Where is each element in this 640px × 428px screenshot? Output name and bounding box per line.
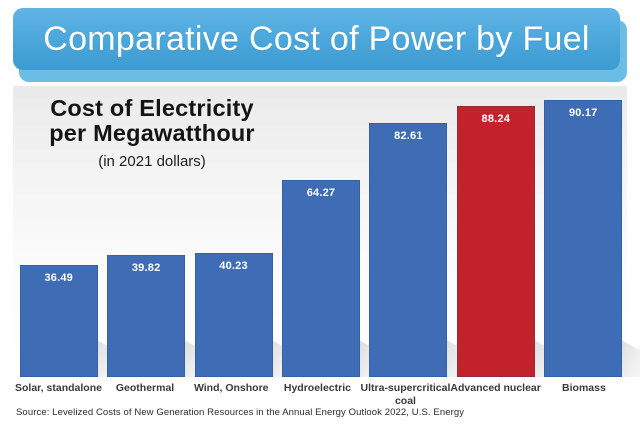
bar-column-5: 88.24 <box>452 100 602 377</box>
bar-value-label: 40.23 <box>219 260 248 273</box>
chart-title-line1: Cost of Electricity <box>50 95 254 121</box>
bar-3: 64.27 <box>281 179 360 377</box>
bar-6: 90.17 <box>544 100 623 377</box>
bar-value-label: 39.82 <box>131 261 161 274</box>
bar-column-6: 90.17 <box>540 100 640 377</box>
bar-value-label: 90.17 <box>568 107 598 119</box>
category-label: Hydroelectric <box>283 382 351 394</box>
category-label: Ultra-supercritical coal <box>360 382 451 407</box>
bar-1: 39.82 <box>107 254 186 377</box>
title-banner: Comparative Cost of Power by Fuel <box>13 8 620 70</box>
bar-column-3: 64.27 <box>277 100 427 377</box>
category-label: Biomass <box>562 382 606 394</box>
chart-title-line2: per Megawatthour <box>49 120 255 147</box>
slide-title: Comparative Cost of Power by Fuel <box>43 19 590 58</box>
bar-5: 88.24 <box>456 105 535 377</box>
bars-row: 36.49 39.82 40.23 64.27 82.61 88.24 90.17 <box>15 100 640 377</box>
category-label: Advanced nuclear <box>450 382 541 394</box>
category-label: Solar, standalone <box>15 382 102 394</box>
bar-0: 36.49 <box>19 264 98 377</box>
chart-title: Cost of Electricity per Megawatthour <box>18 95 286 147</box>
bar-value-label: 64.27 <box>306 186 336 199</box>
bar-value-label: 82.61 <box>394 130 423 143</box>
category-label: Wind, Onshore <box>193 382 269 394</box>
chart-subtitle: (in 2021 dollars) <box>98 153 206 171</box>
source-note: Source: Levelized Costs of New Generatio… <box>16 407 465 418</box>
category-label: Geothermal <box>115 382 175 394</box>
bar-2: 40.23 <box>194 253 273 377</box>
categories-row: Solar, standalone Geothermal Wind, Onshore… <box>15 382 627 407</box>
bar-value-label: 36.49 <box>44 271 73 284</box>
bar-4: 82.61 <box>369 123 448 377</box>
chart-title-block: Cost of Electricity per Megawatthour (in… <box>18 95 286 171</box>
bar-value-label: 88.24 <box>481 112 511 125</box>
bar-column-4: 82.61 <box>365 100 515 377</box>
